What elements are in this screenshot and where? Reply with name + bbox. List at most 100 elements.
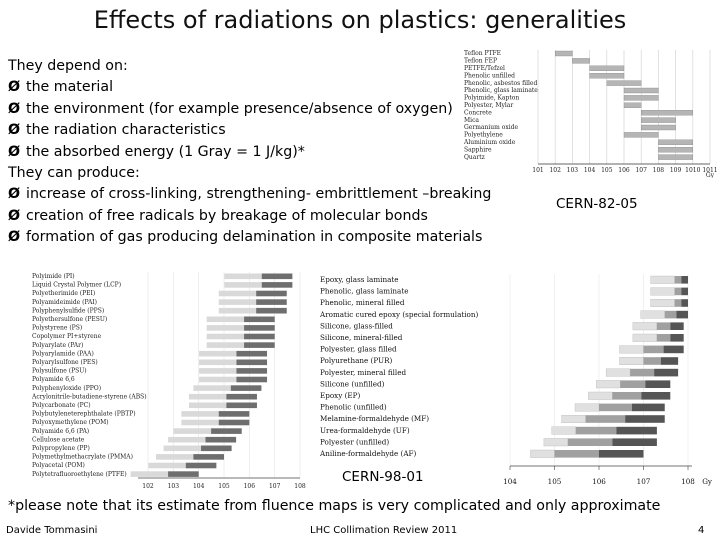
bar-light-segment <box>596 380 621 389</box>
category-label: Polyurethane (PUR) <box>320 356 393 365</box>
bar-light-segment <box>551 426 576 435</box>
bar-light-segment <box>206 316 245 323</box>
bar-dark-segment <box>244 342 275 348</box>
category-label: Phenolic (unfilled) <box>320 403 387 412</box>
x-tick-label: 108 <box>294 483 306 490</box>
bar-light-segment <box>168 436 206 443</box>
bullet-arrow-icon: Ø <box>8 143 21 160</box>
category-label: Polyphenylsulfide (PPS) <box>32 307 104 314</box>
bar-dark-segment <box>236 350 268 357</box>
bullet-text: increase of cross-linking, strengthening… <box>26 186 492 203</box>
footer: Davide Tommasini LHC Collimation Review … <box>0 520 720 540</box>
category-label: Polyacetal (POM) <box>32 462 85 469</box>
bar-light-segment <box>181 419 219 426</box>
x-tick-label: 104 <box>503 477 517 486</box>
x-tick-label: 106 <box>618 167 630 174</box>
category-label: Phenolic, glass laminate <box>320 287 408 296</box>
x-tick-label: 105 <box>601 167 613 174</box>
category-label: Silicone (unfilled) <box>320 379 385 388</box>
category-label: Teflon FEP <box>464 58 497 65</box>
bar-dark-segment <box>193 454 224 460</box>
bar-light-segment <box>640 310 665 319</box>
category-label: Copolymer PI+styrene <box>32 333 102 340</box>
bullet-text: the absorbed energy (1 Gray = 1 J/kg)* <box>26 143 305 160</box>
bar-dark-segment <box>185 462 217 469</box>
bar-dark-segment <box>168 471 199 477</box>
bar-mid-segment <box>620 380 646 388</box>
category-label: Polyoxymethylene (POM) <box>32 419 109 426</box>
bullet-text: creation of free radicals by breakage of… <box>26 207 428 224</box>
x-axis-label: Gy <box>702 477 713 486</box>
bar-mid-segment <box>599 403 632 412</box>
category-label: Polyamide 6,6 (PA) <box>32 428 89 435</box>
bar-dark-segment <box>256 299 287 305</box>
x-tick-label: 1010 <box>685 167 700 174</box>
bar-mid-segment <box>643 357 661 365</box>
category-label: Polyester, mineral filled <box>320 368 406 377</box>
damage-bar <box>641 110 693 116</box>
damage-bar <box>641 117 676 123</box>
bar-light-segment <box>156 454 194 460</box>
category-label: Phenolic unfilled <box>464 72 515 79</box>
bar-light-segment <box>574 403 600 412</box>
category-label: Phenolic, glass laminate <box>464 87 538 94</box>
damage-bar <box>555 50 573 57</box>
bar-dark-segment <box>599 450 644 458</box>
category-label: Polyphenyloxide (PPO) <box>32 385 101 392</box>
bar-light-segment <box>543 438 569 447</box>
bar-dark-segment <box>660 357 679 365</box>
bar-dark-segment <box>645 380 671 388</box>
bar-dark-segment <box>226 402 257 409</box>
category-label: Aluminium oxide <box>463 139 516 146</box>
list-item: They depend on: <box>8 56 528 77</box>
bullet-text: the material <box>26 79 114 96</box>
bar-dark-segment <box>256 307 287 314</box>
x-axis-label: Gy <box>706 172 715 178</box>
x-tick-label: 103 <box>168 483 180 490</box>
category-label: Silicone, mineral-filled <box>320 333 403 342</box>
bar-light-segment <box>193 385 231 391</box>
bar-light-segment <box>163 445 202 452</box>
bar-mid-segment <box>656 322 671 330</box>
bar-dark-segment <box>244 325 275 331</box>
x-tick-label: 101 <box>532 167 543 174</box>
bar-light-segment <box>605 368 631 377</box>
page-number: 4 <box>698 525 705 536</box>
bar-light-segment <box>188 393 227 400</box>
category-label: Aniline-formaldehyde (AF) <box>319 449 417 458</box>
bar-mid-segment <box>674 276 682 284</box>
footer-event: LHC Collimation Review 2011 <box>310 525 458 536</box>
category-label: Polyimide, Kapton <box>464 95 519 102</box>
bar-dark-segment <box>654 368 679 377</box>
reference-label-cern-98-01: CERN-98-01 <box>340 469 426 485</box>
bar-dark-segment <box>612 438 657 446</box>
x-tick-label: 108 <box>681 477 695 486</box>
x-tick-label: 104 <box>193 483 205 490</box>
category-label: Teflon PTFE <box>464 50 501 57</box>
category-label: Mica <box>464 117 479 124</box>
category-label: Phenolic, asbestos filled <box>464 80 537 87</box>
bar-light-segment <box>148 462 186 469</box>
damage-bar <box>658 154 693 160</box>
damage-bar <box>641 124 676 131</box>
damage-bar <box>623 102 642 108</box>
reference-label-cern-82-05: CERN-82-05 <box>556 196 638 212</box>
bar-dark-segment <box>676 310 688 319</box>
bar-dark-segment <box>663 345 684 354</box>
bullet-arrow-icon: Ø <box>8 100 21 117</box>
category-label: Acrylonitrile-butadiene-styrene (ABS) <box>31 393 147 400</box>
footer-author: Davide Tommasini <box>6 525 98 536</box>
category-label: Epoxy (EP) <box>320 391 360 400</box>
damage-bar <box>623 132 659 138</box>
bar-mid-segment <box>674 299 682 307</box>
bar-light-segment <box>619 357 644 365</box>
bar-dark-segment <box>236 368 268 374</box>
bar-dark-segment <box>201 445 232 452</box>
category-label: Polysulfone (PSU) <box>32 368 87 375</box>
bullet-arrow-icon: Ø <box>8 207 21 224</box>
damage-bar <box>623 87 659 94</box>
